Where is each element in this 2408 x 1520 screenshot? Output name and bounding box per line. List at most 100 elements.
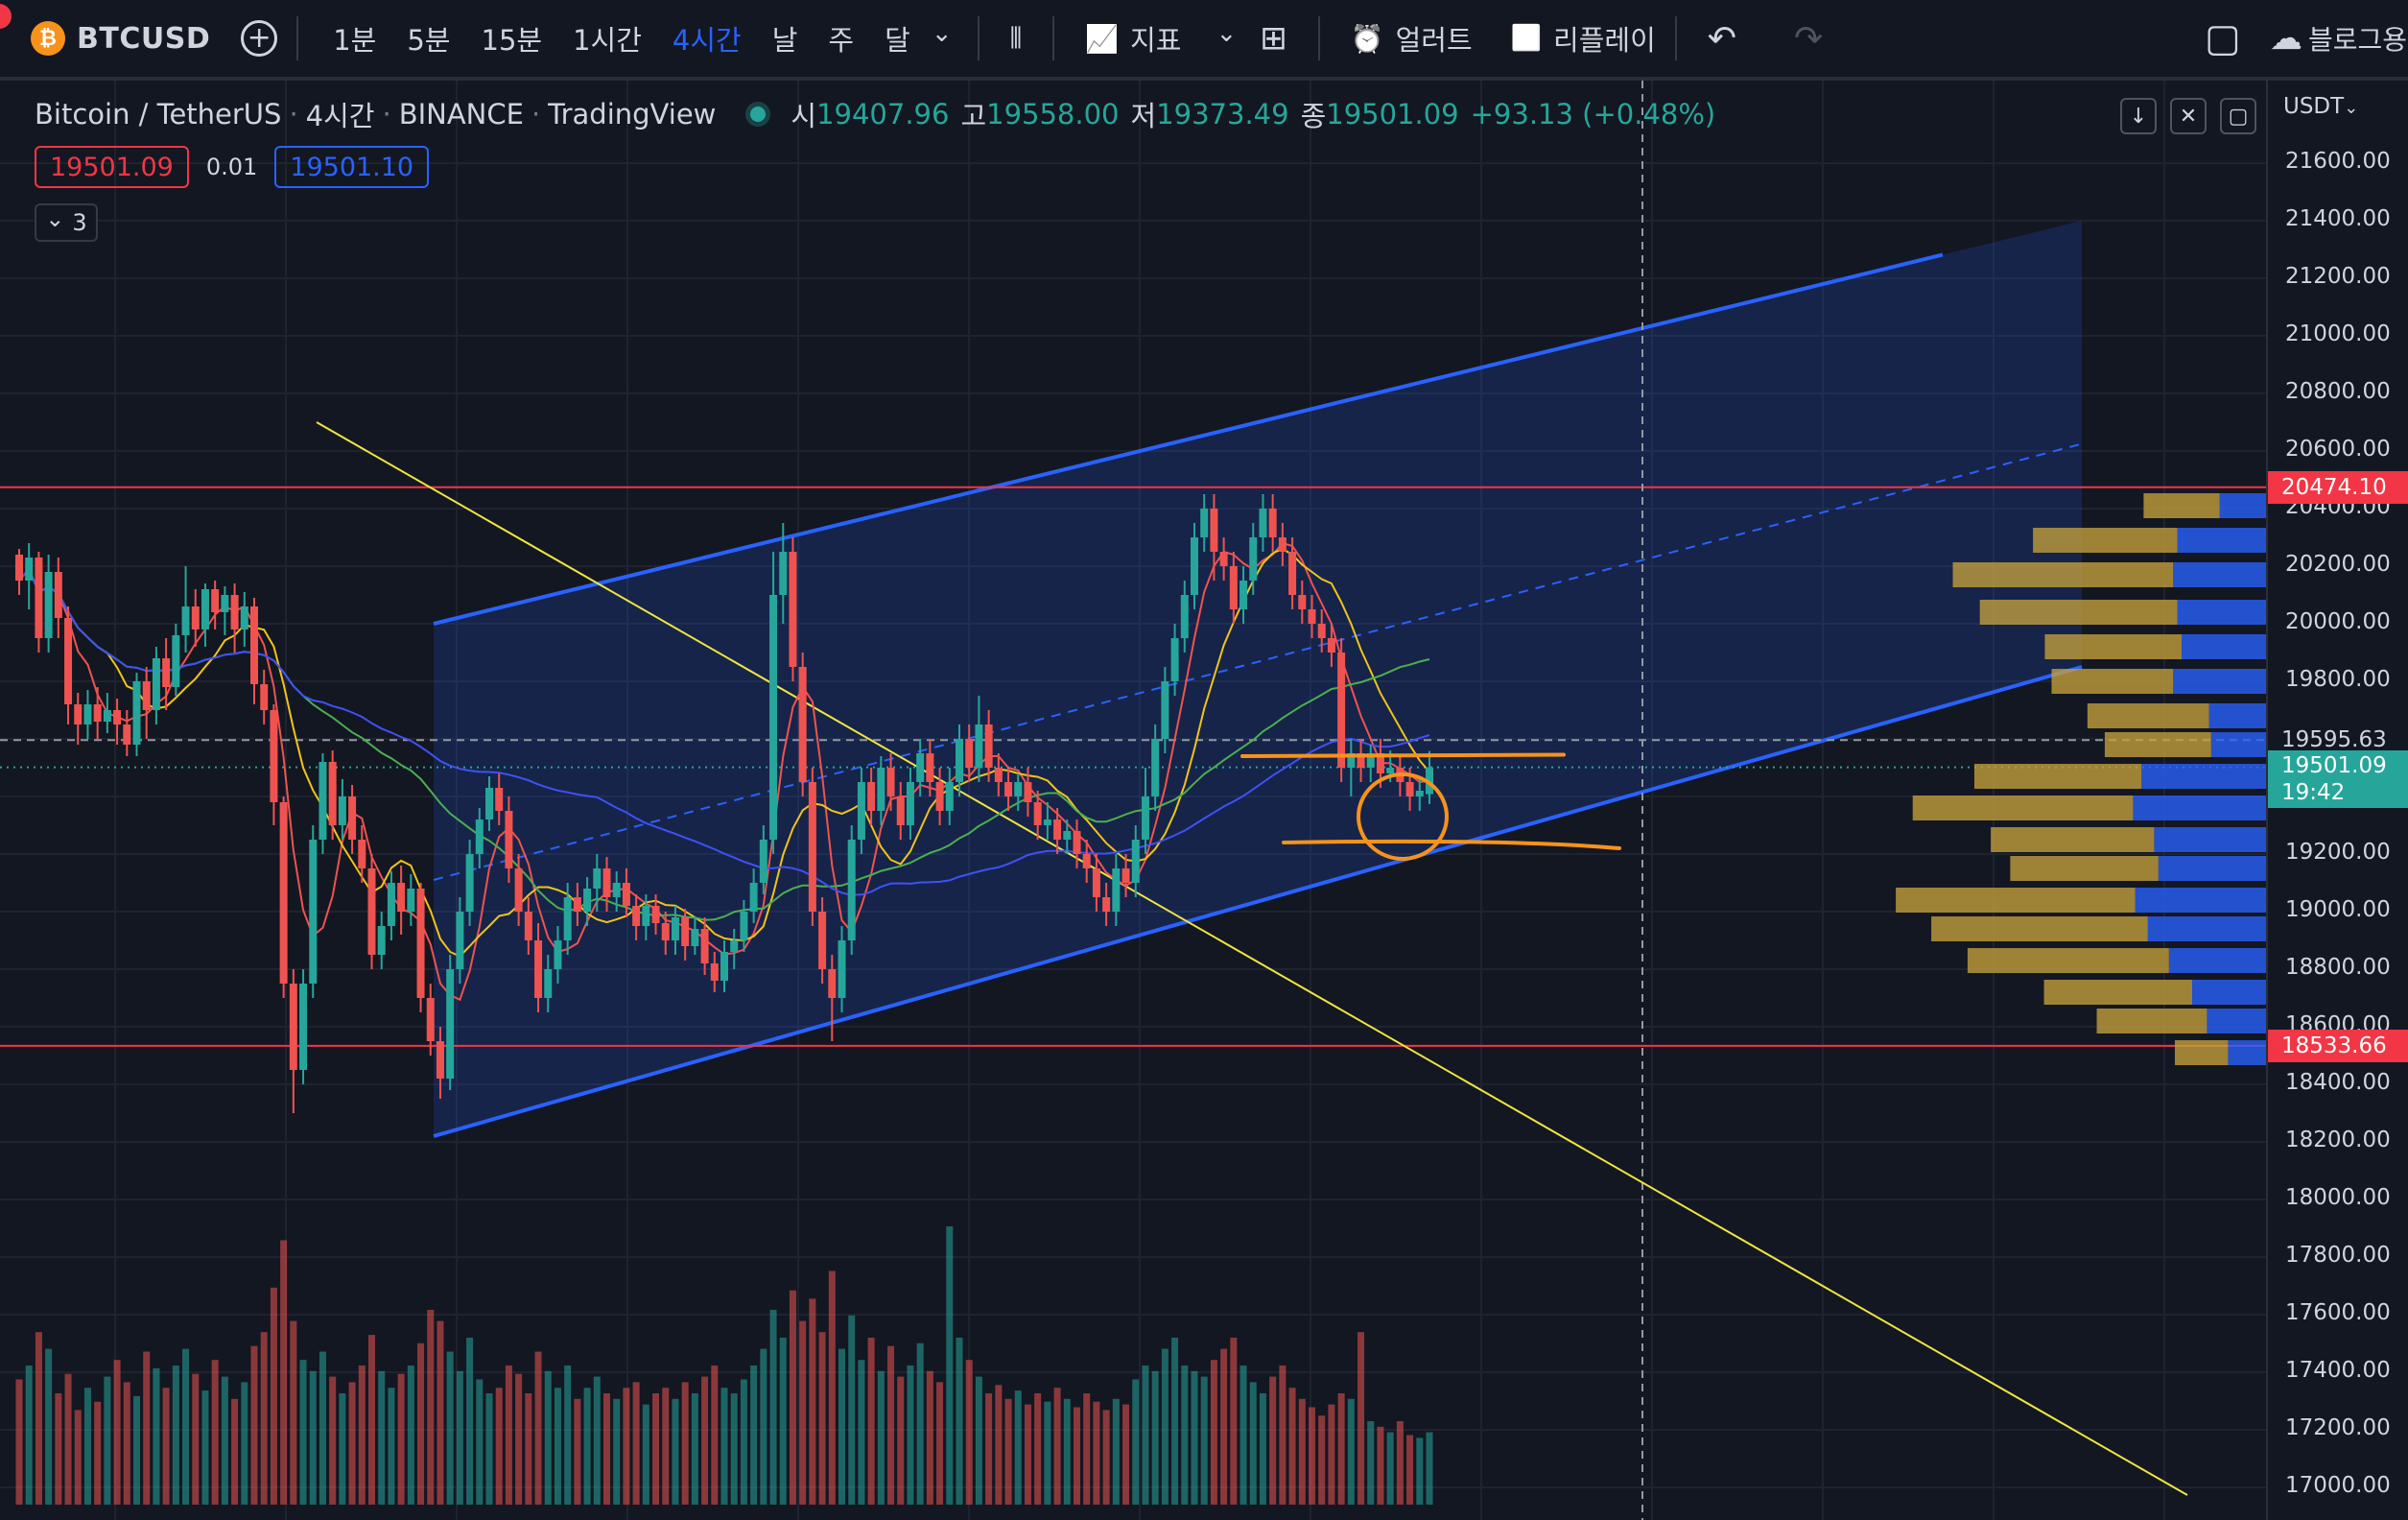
candle-body bbox=[485, 788, 493, 819]
undo-button[interactable]: ↶ bbox=[1696, 0, 1748, 79]
volume-bar bbox=[55, 1393, 62, 1505]
volume-bar bbox=[711, 1366, 719, 1505]
replay-button[interactable]: ⏪ 리플레이 bbox=[1499, 0, 1656, 79]
volume-bar bbox=[613, 1398, 621, 1505]
interval-week[interactable]: 주 bbox=[813, 0, 869, 79]
indicators-button[interactable]: 📈 지표 bbox=[1074, 0, 1181, 79]
volume-bar bbox=[916, 1342, 924, 1505]
volume-bar bbox=[691, 1393, 698, 1505]
candle-body bbox=[93, 704, 102, 722]
maximize-icon: ▢ bbox=[2228, 104, 2249, 129]
volume-profile-bar-up bbox=[2208, 703, 2266, 728]
interval-day[interactable]: 날 bbox=[757, 0, 814, 79]
candle-body bbox=[1141, 796, 1149, 840]
candle-body bbox=[818, 912, 827, 969]
volume-bar bbox=[515, 1373, 523, 1505]
volume-bar bbox=[83, 1388, 91, 1505]
candle-body bbox=[514, 868, 523, 912]
chevron-down-icon: ⌄ bbox=[931, 19, 953, 48]
indicator-collapse-button[interactable]: ⌄ 3 bbox=[35, 203, 98, 242]
fullscreen-exit-button[interactable]: ✕ bbox=[2170, 98, 2207, 134]
volume-bar bbox=[926, 1370, 933, 1505]
layout-icon: ▢ bbox=[2205, 16, 2241, 60]
orange-drawn-curve bbox=[1282, 839, 1621, 850]
volume-bar bbox=[848, 1315, 856, 1505]
candle-body bbox=[1259, 509, 1267, 537]
symbol-search-button[interactable]: BTCUSD bbox=[77, 0, 210, 79]
volume-profile-bar-down bbox=[2087, 703, 2209, 728]
candle-body bbox=[495, 788, 504, 811]
candle-body bbox=[416, 889, 425, 998]
candle-body bbox=[671, 917, 679, 940]
interval-15m[interactable]: 15분 bbox=[466, 0, 558, 79]
candle-body bbox=[965, 739, 974, 768]
volume-bar bbox=[672, 1398, 679, 1505]
price-tick-label: 17200.00 bbox=[2285, 1415, 2391, 1440]
volume-bar bbox=[1210, 1360, 1217, 1505]
scroll-to-latest-button[interactable]: ↓ bbox=[2120, 98, 2157, 134]
chart-pane[interactable] bbox=[0, 81, 2408, 1520]
alert-button[interactable]: ⏰ 얼러트 bbox=[1339, 0, 1473, 79]
sell-button[interactable]: 19501.09 bbox=[35, 146, 189, 188]
channel-upper-line bbox=[433, 252, 1944, 626]
interval-dropdown[interactable]: ⌄ bbox=[926, 0, 958, 79]
candle-body bbox=[162, 658, 171, 687]
volume-bar bbox=[427, 1310, 435, 1505]
interval-1m[interactable]: 1분 bbox=[318, 0, 391, 79]
interval-1h[interactable]: 1시간 bbox=[557, 0, 657, 79]
volume-bar bbox=[162, 1388, 170, 1505]
volume-profile-bar-up bbox=[2177, 600, 2266, 625]
layout-button[interactable]: ▢ bbox=[2193, 0, 2253, 79]
chevron-down-icon: ⌄ bbox=[45, 205, 65, 232]
volume-profile-bar-down bbox=[2143, 493, 2220, 518]
candle-body bbox=[1337, 653, 1346, 768]
candle-body bbox=[426, 998, 435, 1041]
candle-body bbox=[1033, 802, 1042, 825]
buy-button[interactable]: 19501.10 bbox=[274, 146, 430, 188]
candle-body bbox=[74, 704, 83, 724]
toolbar-divider bbox=[1317, 16, 1320, 60]
chart-type-button[interactable]: ⫴ bbox=[999, 0, 1034, 79]
currency-selector[interactable]: USDT⌄ bbox=[2283, 94, 2358, 119]
price-chart[interactable] bbox=[0, 81, 2266, 1520]
candle-body bbox=[309, 840, 318, 984]
candle-countdown: 19:42 bbox=[2281, 779, 2346, 805]
volume-bar bbox=[1309, 1407, 1315, 1505]
interval-5m[interactable]: 5분 bbox=[391, 0, 465, 79]
volume-bar bbox=[476, 1379, 484, 1505]
compare-symbol-button[interactable]: + bbox=[241, 0, 278, 79]
candle-body bbox=[260, 684, 269, 710]
replay-label: 리플레이 bbox=[1553, 24, 1656, 57]
redo-button[interactable]: ↷ bbox=[1782, 0, 1834, 79]
volume-profile-bar-down bbox=[2044, 634, 2182, 659]
candle-body bbox=[661, 923, 670, 940]
candle-body bbox=[446, 969, 455, 1079]
templates-button[interactable]: ⊞ bbox=[1248, 0, 1299, 79]
interval-4h[interactable]: 4시간 bbox=[657, 0, 757, 79]
volume-bar bbox=[769, 1310, 777, 1505]
candle-body bbox=[1082, 854, 1091, 868]
volume-bar bbox=[260, 1332, 268, 1505]
candle-body bbox=[838, 940, 846, 998]
candle-body bbox=[984, 724, 993, 768]
interval-month[interactable]: 달 bbox=[869, 0, 926, 79]
candle-body bbox=[691, 929, 699, 946]
candle-body bbox=[769, 595, 778, 840]
indicators-dropdown[interactable]: ⌄ bbox=[1204, 0, 1248, 79]
volume-bar bbox=[378, 1370, 386, 1505]
volume-bar bbox=[466, 1338, 474, 1505]
price-tick-label: 20600.00 bbox=[2285, 437, 2391, 462]
channel-midline bbox=[433, 442, 2083, 881]
volume-bar bbox=[1102, 1410, 1110, 1505]
volume-bar bbox=[25, 1366, 33, 1505]
candle-body bbox=[1200, 509, 1209, 537]
maximize-button[interactable]: ▢ bbox=[2220, 98, 2256, 134]
legend-symbol-title[interactable]: Bitcoin / TetherUS bbox=[35, 98, 282, 131]
volume-bar bbox=[35, 1332, 42, 1505]
channel-fill bbox=[434, 221, 2082, 1136]
candle-body bbox=[25, 558, 34, 581]
candle-body bbox=[1180, 595, 1189, 638]
interval-label: 1시간 bbox=[573, 24, 642, 57]
save-layout-button[interactable]: ☁ 블로그용 bbox=[2264, 0, 2407, 79]
legend-open-label: 시 bbox=[791, 100, 817, 132]
